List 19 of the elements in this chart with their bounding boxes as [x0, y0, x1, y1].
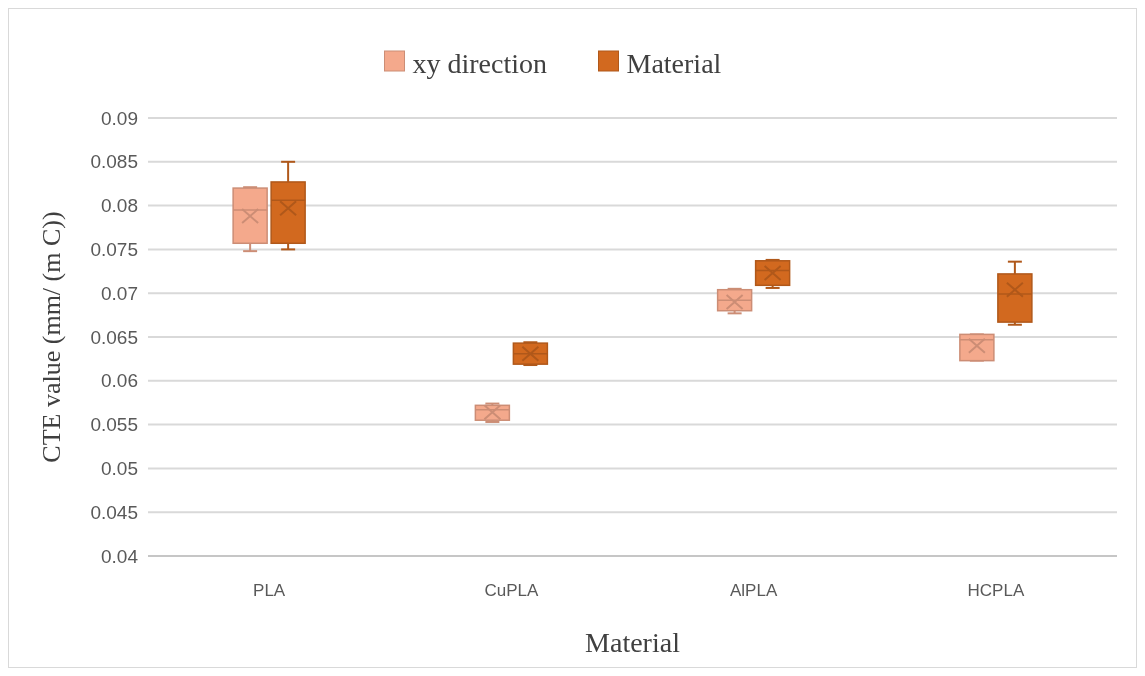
y-tick-label: 0.085	[90, 151, 138, 173]
y-tick-label: 0.08	[101, 195, 138, 217]
x-tick-label: CuPLA	[484, 581, 539, 600]
y-tick-label: 0.07	[101, 282, 138, 304]
y-tick-label: 0.04	[101, 545, 139, 567]
x-tick-label: PLA	[253, 581, 286, 600]
y-axis-title: CTE value (mm/ (m C))	[37, 211, 66, 463]
y-tick-label: 0.06	[101, 370, 138, 392]
x-tick-label: HCPLA	[967, 581, 1025, 600]
y-tick-label: 0.09	[101, 107, 138, 129]
y-tick-label: 0.05	[101, 458, 138, 480]
y-tick-label: 0.075	[90, 239, 138, 261]
y-tick-label: 0.055	[90, 414, 138, 436]
legend-label: Material	[626, 47, 722, 79]
y-tick-label: 0.065	[90, 326, 138, 348]
y-tick-label: 0.045	[90, 501, 138, 523]
x-tick-label: AlPLA	[730, 581, 778, 600]
x-axis-title: Material	[585, 627, 681, 658]
legend-label: xy direction	[412, 47, 548, 79]
